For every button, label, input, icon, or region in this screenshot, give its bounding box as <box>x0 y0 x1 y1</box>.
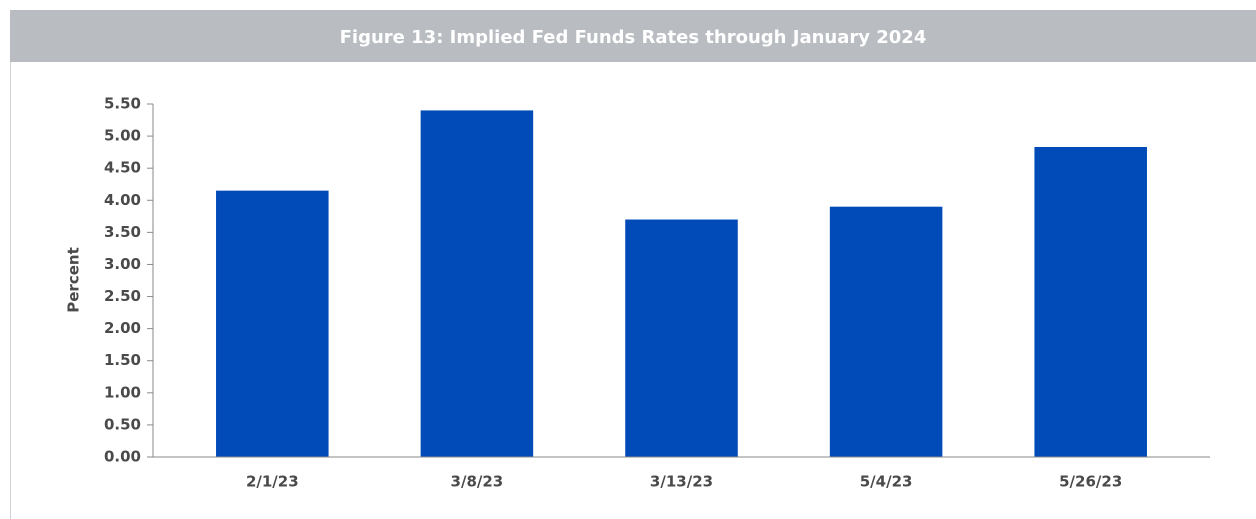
x-tick-label: 5/26/23 <box>1059 473 1122 491</box>
x-tick-label: 3/13/23 <box>650 473 713 491</box>
y-tick-label: 0.00 <box>104 448 141 466</box>
y-tick-label: 0.50 <box>104 415 141 433</box>
chart-title: Figure 13: Implied Fed Funds Rates throu… <box>340 27 927 48</box>
y-tick-label: 3.00 <box>104 255 141 273</box>
x-tick-label: 2/1/23 <box>246 473 299 491</box>
y-tick-label: 2.50 <box>104 287 141 305</box>
y-tick-label: 4.00 <box>104 191 141 209</box>
bar <box>420 110 534 457</box>
x-tick-label: 5/4/23 <box>860 473 913 491</box>
y-tick-label: 1.50 <box>104 351 141 369</box>
y-tick-label: 2.00 <box>104 319 141 337</box>
y-tick-label: 4.50 <box>104 159 141 177</box>
title-band <box>10 10 1256 62</box>
x-tick-label: 3/8/23 <box>451 473 504 491</box>
bar <box>625 219 738 457</box>
y-axis-label: Percent <box>65 247 83 312</box>
y-tick-label: 5.50 <box>104 95 141 113</box>
y-tick-label: 5.00 <box>104 127 141 145</box>
y-tick-label: 3.50 <box>104 223 141 241</box>
y-tick-label: 1.00 <box>104 383 141 401</box>
bar <box>216 190 329 458</box>
bar <box>1034 147 1147 457</box>
bar <box>829 206 943 457</box>
